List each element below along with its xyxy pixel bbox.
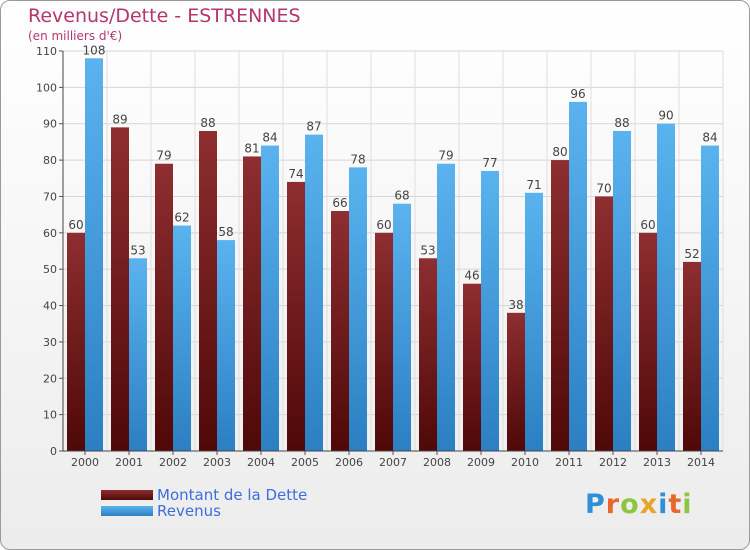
bar-dette <box>507 312 525 451</box>
x-tick-label: 2011 <box>555 456 583 469</box>
bar-dette <box>419 258 437 451</box>
data-label: 79 <box>438 149 453 163</box>
data-label: 79 <box>156 149 171 163</box>
bar-revenus <box>701 145 719 451</box>
data-label: 58 <box>218 225 233 239</box>
data-label: 60 <box>376 218 391 232</box>
x-tick-label: 2000 <box>71 456 99 469</box>
bar-dette <box>287 181 305 451</box>
bar-dette <box>111 127 129 451</box>
proxiti-logo: Proxiti <box>585 489 693 520</box>
data-label: 60 <box>640 218 655 232</box>
data-label: 84 <box>702 131 717 145</box>
data-label: 71 <box>526 178 541 192</box>
bar-revenus <box>481 171 499 451</box>
data-label: 81 <box>244 141 259 155</box>
bar-revenus <box>657 123 675 452</box>
data-label: 84 <box>262 131 277 145</box>
x-tick-label: 2004 <box>247 456 275 469</box>
data-label: 66 <box>332 196 347 210</box>
bar-revenus <box>261 145 279 451</box>
y-tick-label: 0 <box>50 445 57 458</box>
x-tick-label: 2001 <box>115 456 143 469</box>
y-tick-label: 100 <box>36 81 57 94</box>
data-label: 53 <box>420 243 435 257</box>
y-tick-label: 90 <box>43 118 57 131</box>
data-label: 87 <box>306 120 321 134</box>
data-label: 68 <box>394 189 409 203</box>
y-tick-label: 110 <box>36 45 57 58</box>
legend-swatch-dette <box>101 490 153 500</box>
x-tick-label: 2008 <box>423 456 451 469</box>
x-tick-label: 2003 <box>203 456 231 469</box>
bar-revenus <box>85 58 103 451</box>
x-tick-label: 2002 <box>159 456 187 469</box>
bar-chart: 0 10 20 30 40 50 60 70 80 90 100 110 60 108 2000 89 53 20… <box>36 43 724 469</box>
bar-revenus <box>217 240 235 451</box>
data-label: 90 <box>658 109 673 123</box>
data-label: 88 <box>200 116 215 130</box>
bar-dette <box>243 156 261 452</box>
x-tick-label: 2010 <box>511 456 539 469</box>
y-tick-label: 20 <box>43 372 57 385</box>
bar-dette <box>683 261 701 451</box>
data-label: 38 <box>508 298 523 312</box>
data-label: 88 <box>614 116 629 130</box>
bar-dette <box>639 232 657 451</box>
x-tick-label: 2013 <box>643 456 671 469</box>
bar-revenus <box>525 192 543 451</box>
data-label: 78 <box>350 152 365 166</box>
bar-revenus <box>393 203 411 451</box>
data-label: 80 <box>552 145 567 159</box>
data-label: 108 <box>83 43 106 57</box>
legend-label-dette: Montant de la Dette <box>157 486 308 504</box>
y-tick-label: 10 <box>43 409 57 422</box>
bar-revenus <box>173 225 191 451</box>
bar-revenus <box>305 134 323 452</box>
data-label: 60 <box>68 218 83 232</box>
x-tick-label: 2005 <box>291 456 319 469</box>
bar-revenus <box>569 101 587 451</box>
data-label: 96 <box>570 87 585 101</box>
y-tick-label: 50 <box>43 263 57 276</box>
data-label: 46 <box>464 269 479 283</box>
bar-revenus <box>349 167 367 451</box>
y-tick-label: 30 <box>43 336 57 349</box>
data-label: 62 <box>174 211 189 225</box>
chart-title: Revenus/Dette - ESTRENNES <box>28 5 301 27</box>
bar-revenus <box>613 131 631 451</box>
y-tick-label: 60 <box>43 227 57 240</box>
data-label: 74 <box>288 167 303 181</box>
x-tick-label: 2007 <box>379 456 407 469</box>
y-tick-label: 80 <box>43 154 57 167</box>
bar-revenus <box>437 163 455 451</box>
x-tick-label: 2012 <box>599 456 627 469</box>
bar-dette <box>199 131 217 451</box>
data-label: 89 <box>112 112 127 126</box>
y-tick-label: 40 <box>43 300 57 313</box>
bar-revenus <box>129 258 147 451</box>
data-label: 52 <box>684 247 699 261</box>
data-label: 70 <box>596 181 611 195</box>
bar-dette <box>331 211 349 451</box>
data-label: 53 <box>130 243 145 257</box>
x-tick-label: 2006 <box>335 456 363 469</box>
bar-dette <box>463 283 481 451</box>
x-tick-label: 2014 <box>687 456 715 469</box>
x-tick-label: 2009 <box>467 456 495 469</box>
bar-dette <box>155 163 173 451</box>
bar-dette <box>67 232 85 451</box>
bar-dette <box>375 232 393 451</box>
legend-label-revenus: Revenus <box>157 502 221 520</box>
bar-dette <box>595 196 613 451</box>
bar-dette <box>551 160 569 451</box>
legend-swatch-revenus <box>101 506 153 516</box>
y-tick-label: 70 <box>43 190 57 203</box>
chart-subtitle: (en milliers d'€) <box>28 29 123 43</box>
data-label: 77 <box>482 156 497 170</box>
